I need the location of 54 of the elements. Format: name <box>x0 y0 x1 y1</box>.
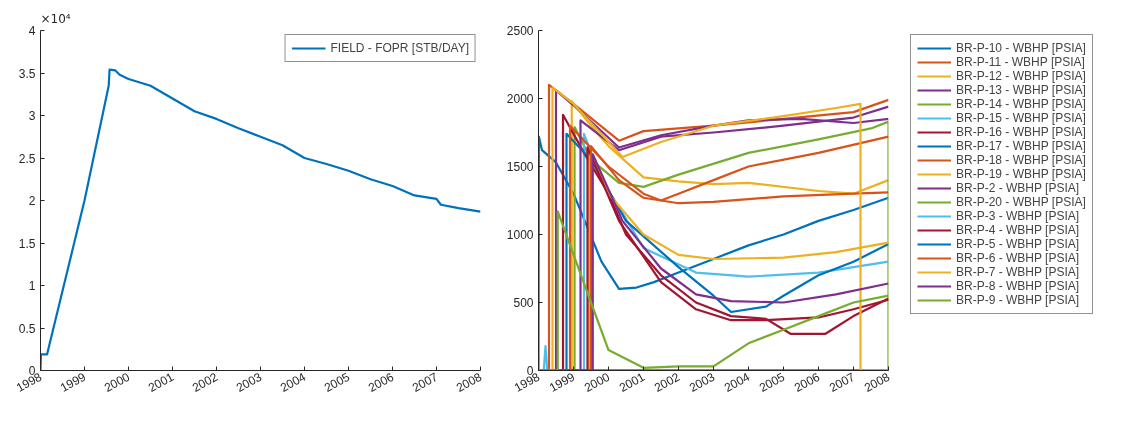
x-tick-label: 2000 <box>101 369 133 395</box>
x-tick-label: 2001 <box>145 369 177 395</box>
y-tick-label: 3.5 <box>18 66 36 81</box>
y-tick-label: 2 <box>28 194 36 208</box>
text: ×10⁴ <box>40 11 71 26</box>
legend-label: BR-P-11 - WBHP [PSIA] <box>956 55 1085 69</box>
legend-label: BR-P-14 - WBHP [PSIA] <box>956 97 1086 111</box>
y-tick-label: 4 <box>28 24 36 38</box>
x-tick-label: 2006 <box>365 369 397 395</box>
legend-label: BR-P-4 - WBHP [PSIA] <box>956 223 1080 237</box>
y-tick-label: 0.5 <box>18 321 36 336</box>
legend-label: BR-P-3 - WBHP [PSIA] <box>956 209 1080 223</box>
legend-label: BR-P-12 - WBHP [PSIA] <box>956 69 1086 83</box>
x-tick-label: 1999 <box>546 369 578 395</box>
x-tick-label: 2003 <box>686 369 718 395</box>
legend-label: BR-P-10 - WBHP [PSIA] <box>956 41 1086 55</box>
x-tick-label: 2004 <box>721 369 753 395</box>
x-tick-label: 2008 <box>861 369 893 395</box>
legend-label: BR-P-2 - WBHP [PSIA] <box>956 181 1080 195</box>
x-tick-label: 2003 <box>233 369 265 395</box>
x-tick-label: 2002 <box>189 369 221 395</box>
y-tick-label: 1500 <box>506 160 534 174</box>
x-tick-label: 1999 <box>57 369 89 395</box>
y-tick-label: 1 <box>28 279 36 293</box>
legend-label: BR-P-6 - WBHP [PSIA] <box>956 251 1080 265</box>
legend-label: BR-P-17 - WBHP [PSIA] <box>956 139 1086 153</box>
legend-label: BR-P-18 - WBHP [PSIA] <box>956 153 1086 167</box>
y-tick-label: 2000 <box>506 92 534 106</box>
legend-label: BR-P-7 - WBHP [PSIA] <box>956 265 1080 279</box>
x-tick-label: 2007 <box>826 369 858 395</box>
y-tick-label: 500 <box>513 296 534 310</box>
x-tick-label: 2002 <box>651 369 683 395</box>
legend-label: BR-P-20 - WBHP [PSIA] <box>956 195 1086 209</box>
x-tick-label: 2005 <box>321 369 353 395</box>
x-tick-label: 2007 <box>409 369 441 395</box>
legend-label: BR-P-16 - WBHP [PSIA] <box>956 125 1086 139</box>
y-tick-label: 2500 <box>506 24 534 38</box>
legend-label: BR-P-13 - WBHP [PSIA] <box>956 83 1086 97</box>
x-tick-label: 2005 <box>756 369 788 395</box>
legend-label: BR-P-19 - WBHP [PSIA] <box>956 167 1086 181</box>
x-tick-label: 2001 <box>616 369 648 395</box>
x-tick-label: 2008 <box>453 369 485 395</box>
x-tick-label: 2000 <box>581 369 613 395</box>
x-tick-label: 2006 <box>791 369 823 395</box>
legend-label: BR-P-15 - WBHP [PSIA] <box>956 111 1086 125</box>
legend-label: BR-P-5 - WBHP [PSIA] <box>956 237 1080 251</box>
y-tick-label: 1.5 <box>18 236 36 251</box>
y-tick-label: 1000 <box>506 228 534 242</box>
legend-label: BR-P-8 - WBHP [PSIA] <box>956 279 1080 293</box>
legend-label: BR-P-9 - WBHP [PSIA] <box>956 293 1080 307</box>
x-tick-label: 2004 <box>277 369 309 395</box>
y-tick-label: 3 <box>28 109 36 123</box>
y-tick-label: 2.5 <box>18 151 36 166</box>
legend-label: FIELD - FOPR [STB/DAY] <box>330 41 469 55</box>
